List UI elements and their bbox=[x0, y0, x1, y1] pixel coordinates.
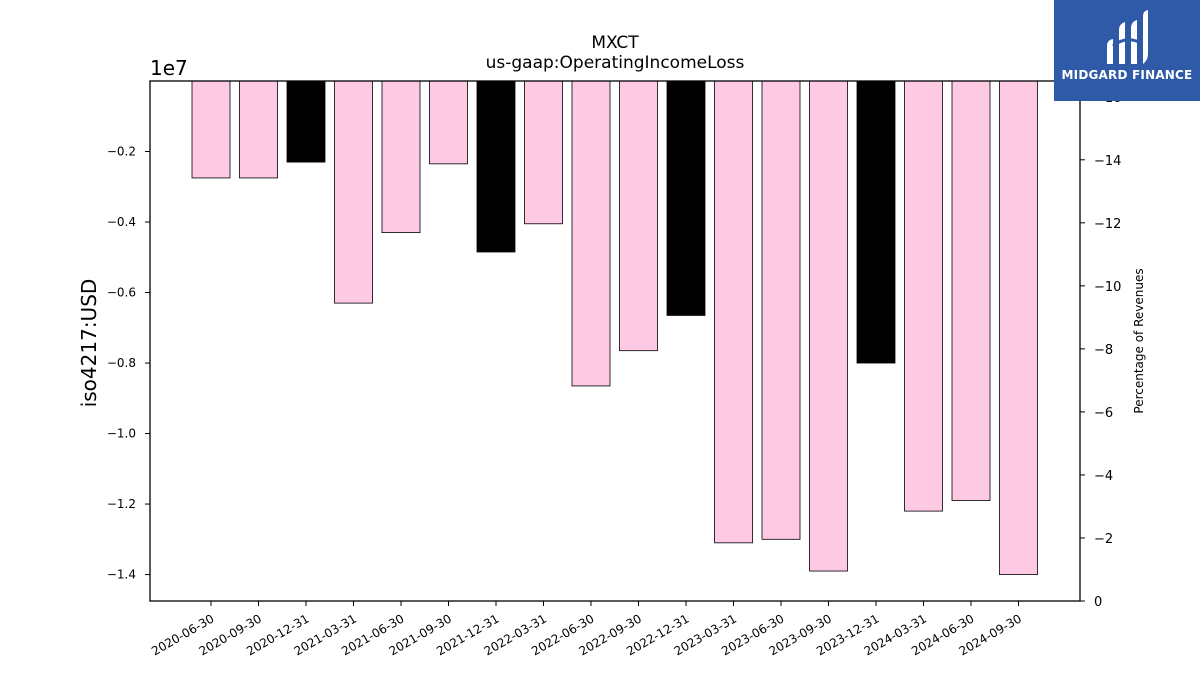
y2-tick-label: −8 bbox=[1094, 343, 1113, 358]
y2-tick-label: −14 bbox=[1094, 154, 1121, 169]
y-scale-label: 1e7 bbox=[150, 56, 188, 80]
bar bbox=[951, 80, 991, 501]
logo-text: MIDGARD FINANCE bbox=[1061, 68, 1193, 82]
y2-tick-label: −6 bbox=[1094, 406, 1113, 421]
bar bbox=[381, 80, 421, 233]
bar bbox=[761, 80, 801, 540]
y-tick-label: −0.6 bbox=[107, 286, 136, 300]
bar bbox=[524, 80, 563, 225]
bars bbox=[191, 80, 1038, 575]
y2-tick-label: −4 bbox=[1094, 469, 1113, 484]
bar bbox=[571, 80, 611, 387]
bar bbox=[476, 80, 516, 253]
logo-mark-icon bbox=[1107, 10, 1148, 64]
y-tick-label: −0.2 bbox=[107, 145, 136, 159]
y-axis-label: iso4217:USD bbox=[77, 279, 101, 408]
bar bbox=[429, 80, 468, 165]
y2-tick-label: −12 bbox=[1094, 217, 1121, 232]
y-tick-label: −1.4 bbox=[107, 568, 136, 582]
bar bbox=[999, 80, 1038, 575]
y-tick-label: −0.8 bbox=[107, 356, 136, 370]
bar bbox=[619, 80, 658, 352]
y2-axis-label: Percentage of Revenues bbox=[1132, 268, 1146, 413]
bar bbox=[334, 80, 373, 304]
y2-tick-label: 0 bbox=[1094, 595, 1102, 610]
bar bbox=[714, 80, 753, 544]
chart-subtitle: us-gaap:OperatingIncomeLoss bbox=[486, 53, 745, 73]
y-tick-label: −0.4 bbox=[107, 215, 136, 229]
bar bbox=[856, 80, 896, 364]
bar bbox=[809, 80, 848, 572]
bar bbox=[286, 80, 326, 163]
midgard-finance-logo: MIDGARD FINANCE bbox=[1054, 0, 1200, 101]
y2-tick-label: −2 bbox=[1094, 532, 1113, 547]
y-tick-label: −1.0 bbox=[107, 427, 136, 441]
chart-title: MXCT bbox=[591, 33, 639, 53]
y2-tick-label: −10 bbox=[1094, 280, 1121, 295]
plot-frame bbox=[149, 80, 1081, 602]
y-tick-label: −1.2 bbox=[107, 497, 136, 511]
bar bbox=[904, 80, 943, 512]
bar bbox=[191, 80, 231, 179]
bar bbox=[239, 80, 278, 179]
bar bbox=[666, 80, 706, 316]
